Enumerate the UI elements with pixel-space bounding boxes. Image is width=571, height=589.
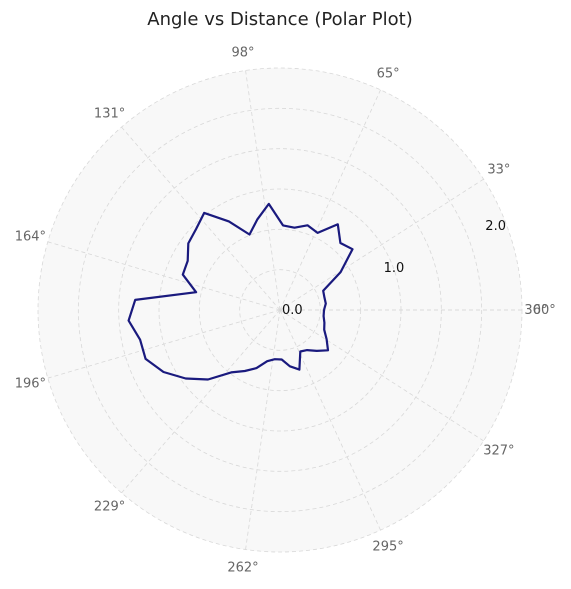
angle-tick-label: 65° <box>377 66 400 81</box>
grid-ring <box>239 269 321 351</box>
angle-tick-label: 0° <box>533 303 548 318</box>
angle-tick-label: 262° <box>227 561 258 576</box>
angle-tick-label: 98° <box>231 46 254 61</box>
grid-spoke <box>47 241 281 311</box>
radial-tick-label: 0.0 <box>282 303 303 318</box>
grid-spoke <box>279 178 484 311</box>
grid-spoke <box>279 89 381 311</box>
angle-tick-label: 33° <box>487 162 510 177</box>
grid-spoke <box>121 309 281 494</box>
grid-spoke <box>279 309 381 531</box>
polar-grid <box>37 67 523 553</box>
grid-spoke <box>245 309 281 550</box>
angle-tick-label: 131° <box>94 106 125 121</box>
angle-tick-label: 229° <box>94 500 125 515</box>
tick-labels: 0° 33° 65° 98° 131° 164° 196° 229° 262° 295° 327° 3… <box>15 46 556 576</box>
grid-ring <box>77 107 483 513</box>
grid-spoke <box>47 309 281 379</box>
angle-tick-label: 327° <box>483 444 514 459</box>
grid-spoke <box>279 309 484 442</box>
series-layer <box>127 202 354 381</box>
angle-tick-label: 360° <box>524 303 555 318</box>
chart-title: Angle vs Distance (Polar Plot) <box>147 9 412 30</box>
grid-spoke <box>245 70 281 311</box>
series-line-0 <box>127 202 354 381</box>
radial-tick-label: 2.0 <box>485 219 506 234</box>
angle-tick-label: 196° <box>15 376 46 391</box>
angle-tick-label: 164° <box>15 230 46 245</box>
angle-tick-label: 295° <box>372 540 403 555</box>
radial-tick-label: 1.0 <box>384 261 405 276</box>
